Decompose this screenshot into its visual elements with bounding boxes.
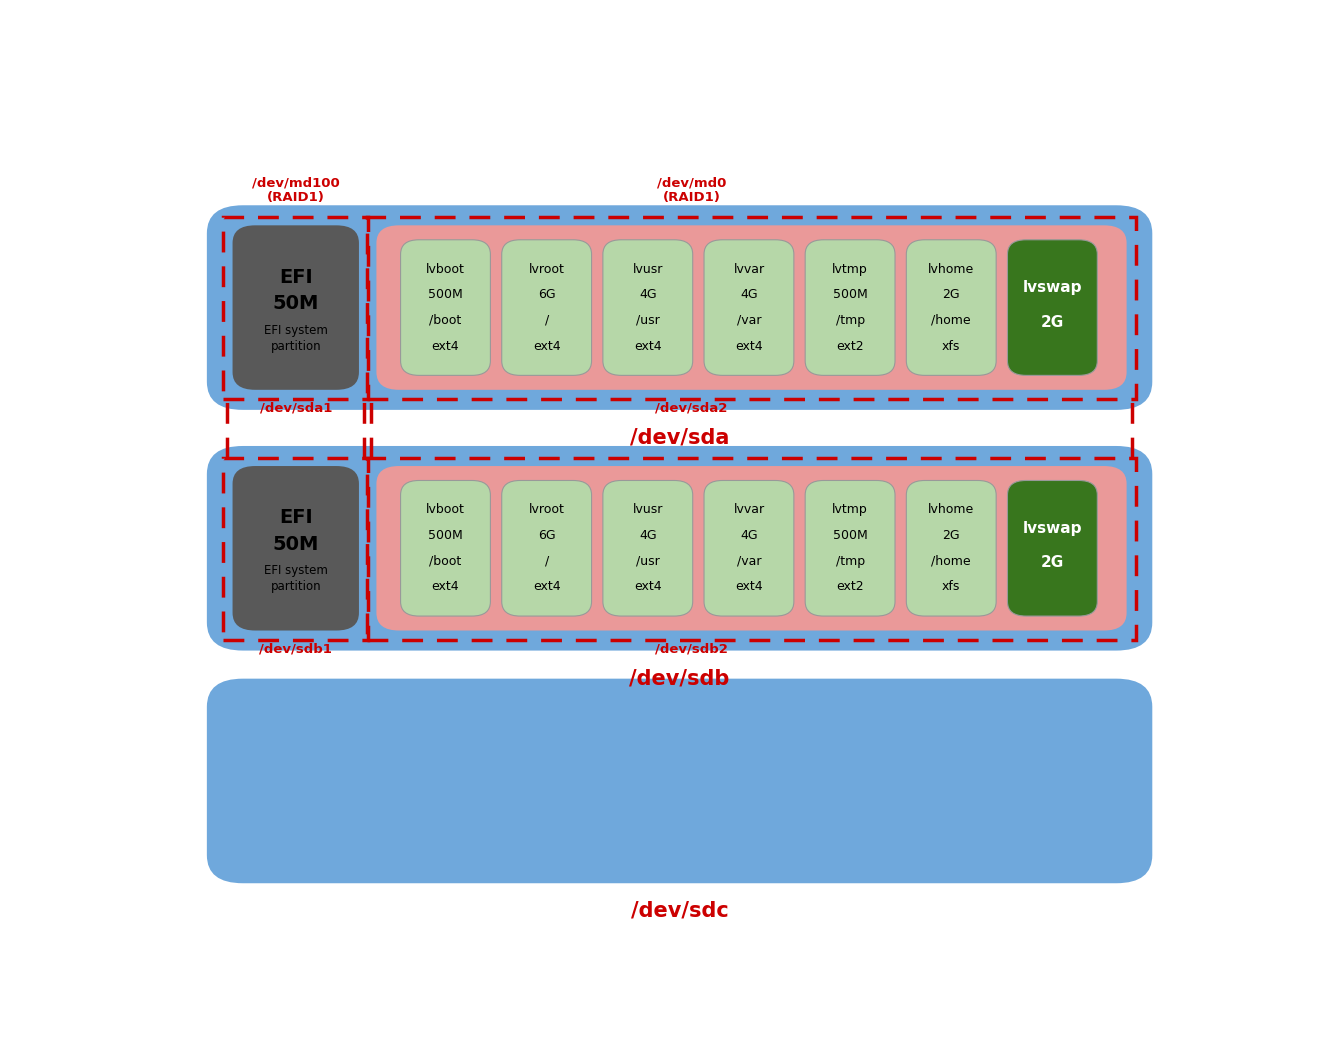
Text: 2G: 2G <box>1041 555 1063 570</box>
Text: /dev/sdb2: /dev/sdb2 <box>655 643 728 655</box>
Text: ext4: ext4 <box>735 580 762 593</box>
Text: /dev/sdc: /dev/sdc <box>631 901 728 921</box>
Text: lvswap: lvswap <box>1022 521 1082 536</box>
Text: EFI system
partition: EFI system partition <box>264 324 328 352</box>
Text: EFI: EFI <box>278 508 313 527</box>
Text: /tmp: /tmp <box>835 314 865 327</box>
Text: ext4: ext4 <box>634 580 662 593</box>
FancyBboxPatch shape <box>400 480 491 616</box>
Text: /: / <box>545 554 549 568</box>
Text: lvroot: lvroot <box>529 263 565 275</box>
Text: lvtmp: lvtmp <box>833 263 869 275</box>
Bar <box>367 218 1136 399</box>
FancyBboxPatch shape <box>1008 480 1098 616</box>
Text: /boot: /boot <box>430 554 461 568</box>
Text: ext4: ext4 <box>533 340 561 352</box>
FancyBboxPatch shape <box>1008 240 1098 375</box>
FancyBboxPatch shape <box>207 446 1152 650</box>
Text: /var: /var <box>737 314 761 327</box>
Text: EFI: EFI <box>278 268 313 287</box>
FancyBboxPatch shape <box>603 240 692 375</box>
Text: /dev/sdb: /dev/sdb <box>630 668 729 688</box>
Text: 4G: 4G <box>740 529 757 542</box>
Text: 2G: 2G <box>1041 315 1063 329</box>
Text: lvboot: lvboot <box>426 263 465 275</box>
Text: 500M: 500M <box>833 289 867 301</box>
Text: lvusr: lvusr <box>633 503 663 516</box>
FancyBboxPatch shape <box>501 240 591 375</box>
FancyBboxPatch shape <box>805 480 895 616</box>
FancyBboxPatch shape <box>377 225 1127 390</box>
Text: xfs: xfs <box>941 340 960 352</box>
Text: lvswap: lvswap <box>1022 280 1082 295</box>
FancyBboxPatch shape <box>805 240 895 375</box>
Text: 2G: 2G <box>943 529 960 542</box>
Text: 4G: 4G <box>740 289 757 301</box>
Text: 500M: 500M <box>833 529 867 542</box>
Text: 500M: 500M <box>428 289 463 301</box>
Text: /dev/sda: /dev/sda <box>630 427 729 447</box>
Text: 6G: 6G <box>538 289 556 301</box>
Text: lvusr: lvusr <box>633 263 663 275</box>
Bar <box>367 458 1136 640</box>
Text: EFI system
partition: EFI system partition <box>264 565 328 593</box>
Text: 500M: 500M <box>428 529 463 542</box>
Text: /: / <box>545 314 549 327</box>
Text: ext4: ext4 <box>533 580 561 593</box>
FancyBboxPatch shape <box>501 480 591 616</box>
Text: ext2: ext2 <box>837 580 865 593</box>
Text: ext2: ext2 <box>837 340 865 352</box>
Text: xfs: xfs <box>941 580 960 593</box>
Text: ext4: ext4 <box>735 340 762 352</box>
Text: 4G: 4G <box>639 289 656 301</box>
Text: ext4: ext4 <box>634 340 662 352</box>
FancyBboxPatch shape <box>232 466 359 630</box>
FancyBboxPatch shape <box>704 240 794 375</box>
Text: /dev/sda2: /dev/sda2 <box>655 402 728 415</box>
Text: /var: /var <box>737 554 761 568</box>
Bar <box>223 218 369 399</box>
FancyBboxPatch shape <box>377 466 1127 630</box>
FancyBboxPatch shape <box>207 205 1152 410</box>
FancyBboxPatch shape <box>400 240 491 375</box>
Text: lvroot: lvroot <box>529 503 565 516</box>
Text: 50M: 50M <box>273 535 320 553</box>
Text: /usr: /usr <box>636 314 659 327</box>
Text: 2G: 2G <box>943 289 960 301</box>
FancyBboxPatch shape <box>207 678 1152 884</box>
Text: /boot: /boot <box>430 314 461 327</box>
Text: /home: /home <box>931 314 971 327</box>
Text: /usr: /usr <box>636 554 659 568</box>
Bar <box>223 458 369 640</box>
FancyBboxPatch shape <box>704 480 794 616</box>
Text: lvvar: lvvar <box>733 263 765 275</box>
Text: 6G: 6G <box>538 529 556 542</box>
Text: lvhome: lvhome <box>928 503 975 516</box>
Text: lvtmp: lvtmp <box>833 503 869 516</box>
FancyBboxPatch shape <box>906 480 996 616</box>
Text: /dev/sdb1: /dev/sdb1 <box>260 643 333 655</box>
FancyBboxPatch shape <box>906 240 996 375</box>
Text: /dev/md100
(RAID1): /dev/md100 (RAID1) <box>252 176 339 203</box>
Text: /tmp: /tmp <box>835 554 865 568</box>
Text: 4G: 4G <box>639 529 656 542</box>
Text: 50M: 50M <box>273 294 320 313</box>
Text: /dev/md0
(RAID1): /dev/md0 (RAID1) <box>656 176 727 203</box>
Text: ext4: ext4 <box>432 340 459 352</box>
FancyBboxPatch shape <box>232 225 359 390</box>
Text: /home: /home <box>931 554 971 568</box>
FancyBboxPatch shape <box>603 480 692 616</box>
Text: ext4: ext4 <box>432 580 459 593</box>
Text: lvvar: lvvar <box>733 503 765 516</box>
Text: /dev/sda1: /dev/sda1 <box>260 402 332 415</box>
Text: lvhome: lvhome <box>928 263 975 275</box>
Text: lvboot: lvboot <box>426 503 465 516</box>
